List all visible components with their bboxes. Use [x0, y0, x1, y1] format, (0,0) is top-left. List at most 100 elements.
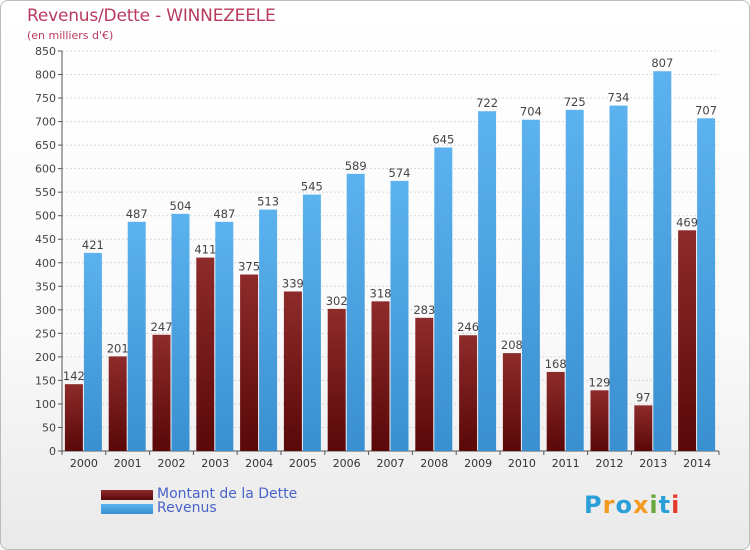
- bar-dette: [590, 390, 609, 451]
- data-label: 707: [695, 103, 717, 117]
- y-tick-label: 750: [35, 92, 56, 105]
- x-tick-label: 2014: [683, 457, 711, 470]
- x-tick-label: 2001: [114, 457, 142, 470]
- bar-revenus: [609, 105, 628, 452]
- data-label: 129: [589, 375, 611, 389]
- logo-letter: o: [615, 491, 633, 519]
- bar-dette: [196, 257, 215, 451]
- data-label: 421: [82, 238, 104, 252]
- y-tick-label: 700: [35, 116, 56, 129]
- data-label: 807: [651, 56, 673, 70]
- bar-dette: [546, 371, 565, 451]
- x-tick-label: 2012: [596, 457, 624, 470]
- y-tick-label: 600: [35, 163, 56, 176]
- x-tick-label: 2009: [464, 457, 492, 470]
- y-tick-label: 300: [35, 304, 56, 317]
- bar-dette: [64, 384, 83, 451]
- data-label: 734: [608, 91, 630, 105]
- y-tick-label: 250: [35, 327, 56, 340]
- x-tick-label: 2002: [158, 457, 186, 470]
- chart-subtitle: (en milliers d'€): [27, 29, 114, 42]
- x-tick-label: 2003: [201, 457, 229, 470]
- bar-revenus: [83, 252, 102, 451]
- bar-revenus: [259, 209, 278, 451]
- logo-letter: x: [632, 491, 650, 519]
- y-tick-label: 450: [35, 233, 56, 246]
- logo-letter: r: [602, 491, 616, 519]
- data-label: 469: [676, 215, 698, 229]
- data-label: 725: [564, 95, 586, 109]
- logo-letter: t: [658, 491, 672, 519]
- x-tick-label: 2008: [420, 457, 448, 470]
- bar-dette: [502, 353, 521, 451]
- x-tick-label: 2013: [639, 457, 667, 470]
- data-label: 318: [370, 286, 392, 300]
- logo-letter: P: [584, 491, 603, 519]
- bar-revenus: [697, 118, 716, 451]
- data-label: 589: [345, 159, 367, 173]
- data-label: 375: [238, 260, 260, 274]
- bar-revenus: [521, 119, 540, 452]
- logo-letter: i: [671, 491, 681, 519]
- bar-revenus: [302, 194, 321, 451]
- data-label: 247: [151, 320, 173, 334]
- data-label: 513: [257, 195, 279, 209]
- x-tick-label: 2006: [333, 457, 361, 470]
- bar-dette: [240, 274, 259, 451]
- x-tick-label: 2010: [508, 457, 536, 470]
- data-label: 722: [476, 96, 498, 110]
- data-label: 504: [170, 199, 192, 213]
- bar-dette: [415, 317, 434, 451]
- bar-dette: [108, 356, 127, 451]
- data-label: 208: [501, 338, 523, 352]
- data-labels: 142 421 201 487 247 504 411 487 375 513 339 545 302 5…: [63, 56, 717, 404]
- bars: [64, 71, 716, 452]
- y-tick-label: 800: [35, 69, 56, 82]
- x-tick-label: 2004: [245, 457, 273, 470]
- bar-dette: [283, 291, 302, 451]
- data-label: 704: [520, 105, 542, 119]
- y-tick-label: 850: [35, 45, 56, 58]
- data-label: 487: [126, 207, 148, 221]
- bar-dette: [371, 301, 390, 451]
- chart-title: Revenus/Dette - WINNEZEELE: [27, 6, 276, 26]
- data-label: 142: [63, 369, 85, 383]
- x-tick-label: 2011: [552, 457, 580, 470]
- bar-revenus: [127, 221, 146, 451]
- data-label: 201: [107, 341, 129, 355]
- bar-revenus: [478, 111, 497, 451]
- data-label: 339: [282, 276, 304, 290]
- data-label: 487: [213, 207, 235, 221]
- legend-swatch-debt: [101, 490, 153, 500]
- data-label: 246: [457, 320, 479, 334]
- data-label: 168: [545, 357, 567, 371]
- bar-revenus: [434, 147, 453, 451]
- bar-dette: [678, 230, 697, 451]
- data-label: 97: [636, 390, 651, 404]
- x-tick-label: 2007: [377, 457, 405, 470]
- y-tick-label: 500: [35, 210, 56, 223]
- legend-swatch-revenus: [101, 504, 153, 514]
- y-tick-label: 150: [35, 374, 56, 387]
- data-label: 545: [301, 180, 323, 194]
- data-label: 283: [413, 303, 435, 317]
- data-label: 574: [389, 166, 411, 180]
- data-label: 302: [326, 294, 348, 308]
- legend-label-revenus: Revenus: [157, 500, 217, 516]
- data-label: 411: [194, 243, 216, 257]
- bar-revenus: [565, 109, 584, 451]
- bar-dette: [634, 405, 653, 451]
- bar-revenus: [390, 180, 409, 451]
- bar-revenus: [171, 213, 190, 451]
- axes: 0 50 100 150 200 250 300 350 400 450 500 550 600 650 7…: [35, 45, 720, 470]
- bar-dette: [459, 335, 478, 451]
- legend-label-debt: Montant de la Dette: [157, 486, 298, 502]
- x-tick-label: 2000: [70, 457, 98, 470]
- y-tick-label: 0: [49, 445, 56, 458]
- y-tick-label: 100: [35, 398, 56, 411]
- y-tick-label: 550: [35, 186, 56, 199]
- x-tick-label: 2005: [289, 457, 317, 470]
- logo-letter: i: [649, 491, 659, 519]
